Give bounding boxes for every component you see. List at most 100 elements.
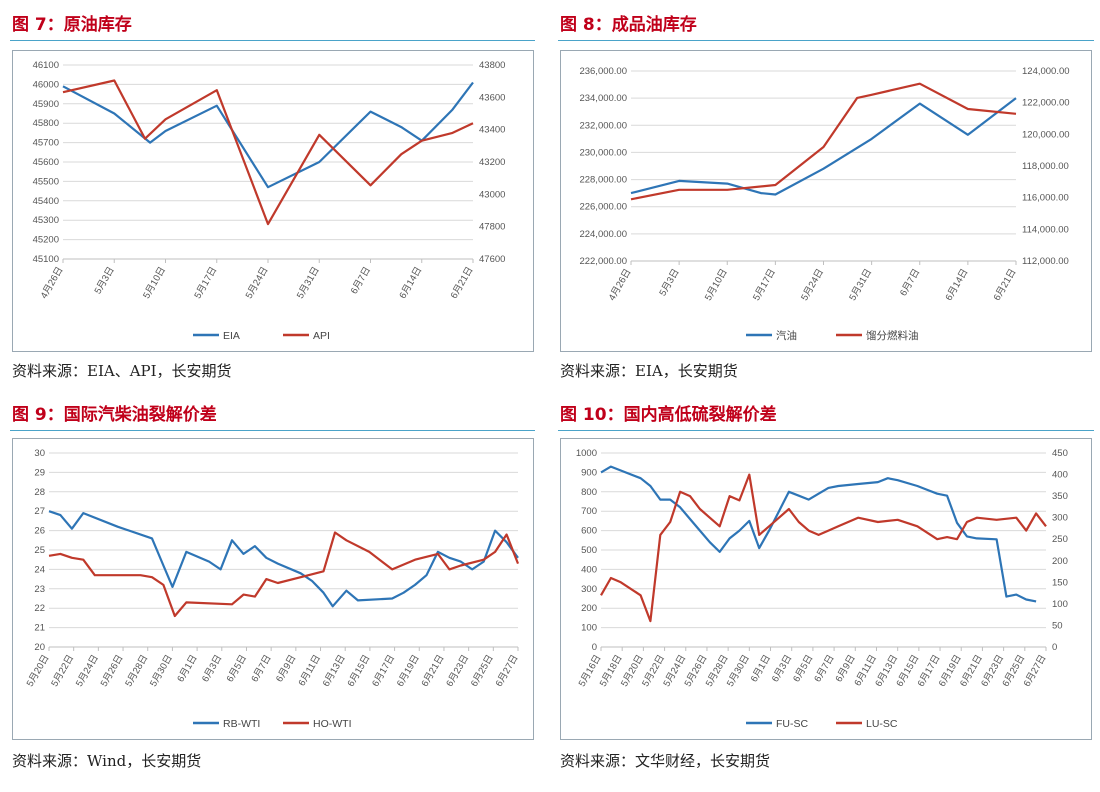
fig9-chart: 30 29 28 27 26 25 24 23 22 21 20 5月20日 5月22日 5月24日 5月2… <box>12 438 534 740</box>
left-tick-label: 45500 <box>33 176 59 187</box>
x-tick-label: 6月3日 <box>200 653 224 684</box>
legend-label: 汽油 <box>776 329 797 342</box>
legend-label: EIA <box>223 330 240 342</box>
left-tick-label: 45900 <box>33 99 59 110</box>
left-tick-label: 500 <box>581 545 597 556</box>
left-tick-label: 100 <box>581 623 597 634</box>
x-tick-label: 6月14日 <box>944 267 971 303</box>
x-tick-label: 6月15日 <box>346 653 373 689</box>
left-tick-label: 20 <box>34 642 45 653</box>
right-tick-label: 43800 <box>479 60 505 71</box>
legend-label: FU-SC <box>776 718 808 730</box>
x-tick-label: 5月3日 <box>657 267 681 298</box>
x-tick-label: 6月21日 <box>449 265 476 301</box>
fig8-source: 资料来源：EIA，长安期货 <box>560 362 738 380</box>
right-tick-label: 118,000.00 <box>1022 161 1069 172</box>
left-tick-label: 800 <box>581 487 597 498</box>
right-tick-label: 120,000.00 <box>1022 129 1070 140</box>
series-line-ho-wti <box>48 531 520 618</box>
left-tick-label: 222,000.00 <box>579 256 627 267</box>
fig9-source: 资料来源：Wind，长安期货 <box>12 752 202 770</box>
left-tick-label: 27 <box>34 506 45 517</box>
right-tick-label: 122,000.00 <box>1022 98 1070 109</box>
x-tick-label: 5月26日 <box>99 653 126 689</box>
x-tick-label: 6月7日 <box>249 653 273 684</box>
x-tick-label: 5月24日 <box>74 653 101 689</box>
right-tick-label: 43400 <box>479 125 505 136</box>
right-tick-label: 124,000.00 <box>1022 66 1070 77</box>
x-tick-label: 5月24日 <box>244 265 271 301</box>
right-tick-label: 43600 <box>479 92 505 103</box>
right-tick-label: 47600 <box>479 254 505 265</box>
x-tick-label: 4月26日 <box>607 267 634 303</box>
left-tick-label: 232,000.00 <box>579 120 627 131</box>
fig10-title: 图 10：国内高低硫裂解价差 <box>560 405 777 425</box>
series-line-lu-sc <box>600 473 1047 623</box>
left-tick-label: 600 <box>581 526 597 537</box>
fig7-source: 资料来源：EIA、API，长安期货 <box>12 362 232 380</box>
x-tick-label: 6月19日 <box>395 653 422 689</box>
series-line-- <box>630 82 1017 201</box>
x-tick-label: 6月7日 <box>349 265 373 296</box>
fig7-title-rule <box>10 40 535 41</box>
right-tick-label: 50 <box>1052 620 1063 631</box>
fig8-chart: 236,000.00 234,000.00 232,000.00 230,000.00… <box>560 50 1092 352</box>
x-tick-label: 5月10日 <box>141 265 168 301</box>
x-tick-label: 6月14日 <box>397 265 424 301</box>
chart-svg: 46100 46000 45900 45800 45700 45600 45500 45400… <box>33 60 506 342</box>
x-tick-label: 5月24日 <box>799 267 826 303</box>
x-tick-label: 5月17日 <box>192 265 219 301</box>
fig8-title-rule <box>558 40 1094 41</box>
left-tick-label: 1000 <box>576 448 597 459</box>
right-tick-label: 43200 <box>479 157 505 168</box>
right-tick-label: 112,000.00 <box>1022 256 1069 267</box>
series-line-api <box>62 79 474 226</box>
x-tick-label: 6月9日 <box>274 653 298 684</box>
left-tick-label: 28 <box>34 487 45 498</box>
x-tick-label: 5月31日 <box>295 265 322 301</box>
left-tick-label: 224,000.00 <box>579 229 627 240</box>
x-tick-label: 6月21日 <box>420 653 447 689</box>
x-tick-label: 5月17日 <box>751 267 778 303</box>
x-tick-label: 4月26日 <box>39 265 66 301</box>
right-tick-label: 250 <box>1052 534 1068 545</box>
left-tick-label: 300 <box>581 584 597 595</box>
fig10-chart: 1000 900 800 700 600 500 400 300 200 100 0 450 400 35… <box>560 438 1092 740</box>
legend-label: RB-WTI <box>223 718 260 730</box>
right-tick-label: 114,000.00 <box>1022 224 1069 235</box>
right-tick-label: 450 <box>1052 448 1068 459</box>
left-tick-label: 21 <box>34 623 45 634</box>
right-tick-label: 43000 <box>479 189 505 200</box>
x-tick-label: 6月21日 <box>992 267 1019 303</box>
x-tick-label: 5月3日 <box>93 265 117 296</box>
right-tick-label: 47800 <box>479 222 505 233</box>
fig10-source: 资料来源：文华财经，长安期货 <box>560 752 771 770</box>
left-tick-label: 45800 <box>33 118 59 129</box>
chart-svg: 1000900800700600500400300200100045040035… <box>576 448 1068 730</box>
legend-label: 馏分燃料油 <box>866 329 919 342</box>
right-tick-label: 0 <box>1052 642 1057 653</box>
fig9-title-rule <box>10 430 535 431</box>
x-tick-label: 6月17日 <box>370 653 397 689</box>
right-tick-label: 150 <box>1052 577 1068 588</box>
series-line-rb-wti <box>48 510 519 608</box>
x-tick-label: 5月10日 <box>703 267 730 303</box>
left-tick-label: 30 <box>34 448 45 459</box>
fig7-chart: 46100 46000 45900 45800 45700 45600 45500 45400… <box>12 50 534 352</box>
fig9-title: 图 9：国际汽柴油裂解价差 <box>12 405 217 425</box>
x-tick-label: 6月13日 <box>321 653 348 689</box>
legend-label: HO-WTI <box>313 718 352 730</box>
chart-svg: 236,000.00 234,000.00 232,000.00 230,000.00… <box>579 66 1070 342</box>
right-tick-label: 350 <box>1052 491 1068 502</box>
x-tick-label: 6月1日 <box>175 653 199 684</box>
x-tick-label: 6月25日 <box>469 653 496 689</box>
left-tick-label: 26 <box>34 526 45 537</box>
left-tick-label: 45700 <box>33 138 59 149</box>
x-tick-label: 5月28日 <box>123 653 150 689</box>
x-tick-label: 5月20日 <box>25 653 52 689</box>
left-tick-label: 230,000.00 <box>579 147 627 158</box>
x-tick-label: 6月27日 <box>494 653 521 689</box>
right-tick-label: 100 <box>1052 599 1068 610</box>
x-tick-label: 6月7日 <box>898 267 922 298</box>
left-tick-label: 900 <box>581 467 597 478</box>
